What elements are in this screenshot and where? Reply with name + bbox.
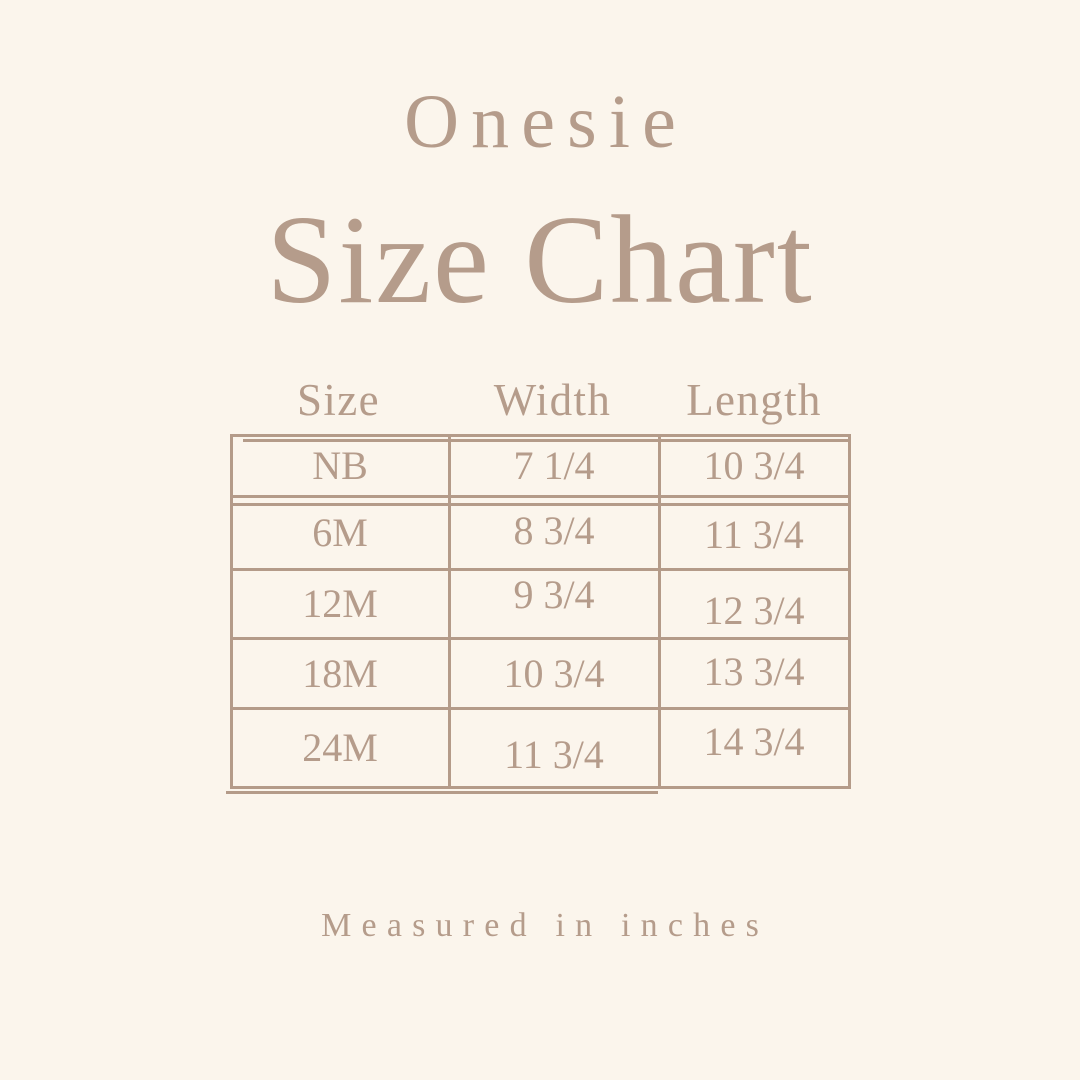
hand-drawn-line-bottom (225, 791, 658, 794)
cell-length-6m: 11 3/4 (657, 498, 848, 568)
cell-width-18m: 10 3/4 (447, 640, 658, 707)
page-title: Size Chart (266, 191, 814, 330)
cell-size-12m: 12M (233, 571, 448, 637)
cell-size-6m: 6M (233, 498, 448, 568)
cell-length-24m: 14 3/4 (657, 710, 848, 786)
cell-text: 11 3/4 (704, 512, 804, 557)
table-row-12m: 12M 9 3/4 12 3/4 (232, 571, 848, 640)
cell-width-24m: 11 3/4 (447, 710, 658, 786)
cell-length-nb: 10 3/4 (657, 437, 848, 495)
table-row-nb: NB 7 1/4 10 3/4 (232, 437, 848, 498)
table-header-row: Size Width Length (230, 352, 851, 424)
cell-text: 9 3/4 (513, 572, 595, 617)
cell-text: 7 1/4 (513, 443, 595, 488)
column-header-width: Width (493, 374, 612, 425)
column-header-length: Length (686, 374, 822, 425)
product-title: Onesie (404, 80, 689, 164)
cell-text: 24M (302, 725, 378, 770)
hand-drawn-line-row-separator (231, 503, 849, 506)
table-row-18m: 18M 10 3/4 13 3/4 (232, 640, 848, 710)
column-header-size: Size (297, 374, 380, 425)
cell-text: 12M (302, 581, 378, 626)
cell-width-nb: 7 1/4 (447, 437, 658, 495)
cell-text: 10 3/4 (503, 650, 605, 696)
cell-text: 12 3/4 (703, 588, 805, 633)
cell-text: 14 3/4 (703, 719, 805, 764)
size-table: NB 7 1/4 10 3/4 6M 8 3/4 11 3/4 12M 9 3/… (225, 434, 851, 794)
cell-text: 6M (312, 510, 368, 555)
cell-size-24m: 24M (233, 710, 448, 786)
table-row-24m: 24M 11 3/4 14 3/4 (233, 710, 848, 786)
cell-text: 18M (302, 650, 378, 696)
cell-text: 10 3/4 (703, 443, 805, 488)
units-note: Measured in inches (321, 907, 770, 944)
cell-size-nb: NB (233, 437, 448, 495)
hand-drawn-line-top (242, 439, 850, 442)
cell-text: 13 3/4 (703, 648, 805, 694)
table-row-6m: 6M 8 3/4 11 3/4 (232, 498, 848, 571)
cell-text: NB (312, 443, 368, 488)
cell-size-18m: 18M (233, 640, 448, 707)
cell-text: 11 3/4 (504, 732, 604, 777)
cell-text: 8 3/4 (513, 508, 595, 553)
cell-length-18m: 13 3/4 (657, 640, 848, 707)
cell-width-12m: 9 3/4 (447, 571, 658, 637)
cell-length-12m: 12 3/4 (657, 571, 848, 637)
cell-width-6m: 8 3/4 (447, 498, 658, 568)
